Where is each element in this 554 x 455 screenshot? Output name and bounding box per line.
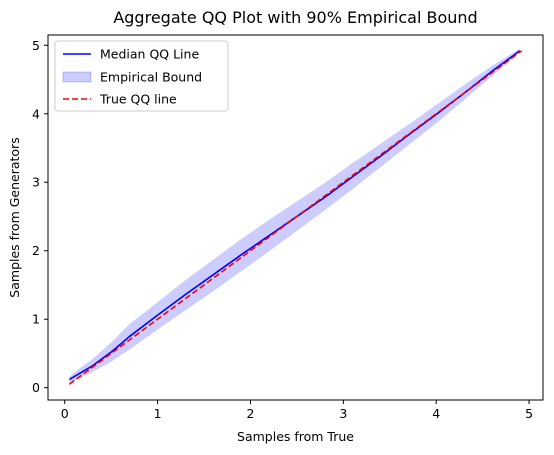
x-tick-label: 4 [432,406,440,421]
y-axis-ticks: 0 1 2 3 4 5 [32,38,48,395]
true-qq-line [68,50,523,385]
y-tick-label: 5 [32,38,40,53]
x-tick-label: 2 [246,406,254,421]
y-tick-label: 3 [32,175,40,190]
y-tick-label: 2 [32,243,40,258]
y-axis-label: Samples from Generators [7,137,22,297]
legend-box [54,40,229,112]
x-tick-label: 1 [154,406,162,421]
legend-entry-label: True QQ line [99,92,177,107]
y-tick-label: 0 [32,380,40,395]
x-tick-label: 3 [339,406,347,421]
chart-title: Aggregate QQ Plot with 90% Empirical Bou… [113,8,477,27]
plot-area [68,48,523,385]
empirical-bound-band [69,48,520,384]
legend-band-handle [62,71,92,83]
x-tick-label: 0 [61,406,69,421]
x-axis-ticks: 0 1 2 3 4 5 [61,400,533,421]
x-tick-label: 5 [525,406,533,421]
y-tick-label: 4 [32,106,40,121]
y-tick-label: 1 [32,312,40,327]
x-axis-label: Samples from True [237,429,354,444]
legend-entry-label: Empirical Bound [100,70,202,85]
axes-frame [47,34,544,401]
legend: Median QQ Line Empirical Bound True QQ lin… [54,40,229,112]
legend-entry-label: Median QQ Line [100,47,199,62]
